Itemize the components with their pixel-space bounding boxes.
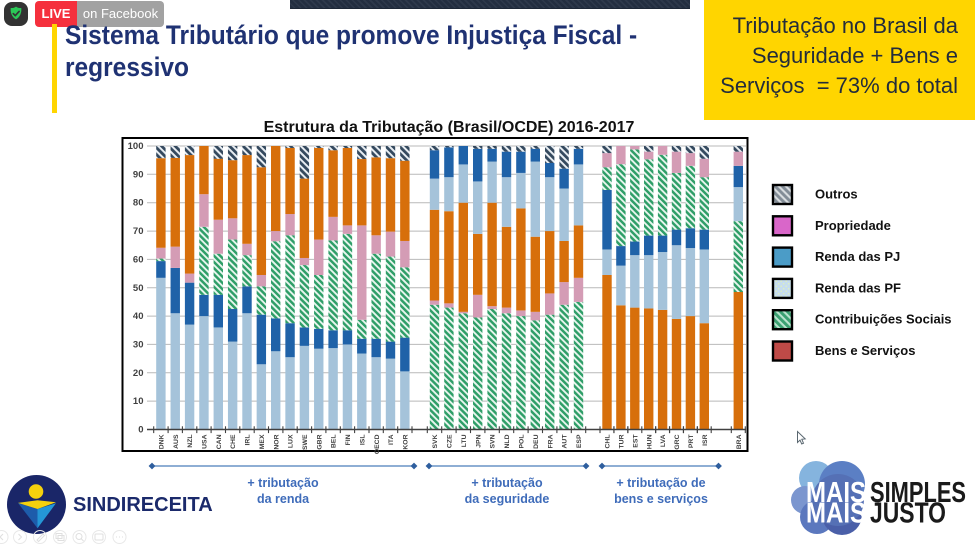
svg-text:IRL: IRL [245,435,252,446]
svg-text:60: 60 [133,254,144,265]
svg-text:SWE: SWE [302,434,309,450]
svg-text:NLD: NLD [504,434,511,448]
svg-text:+ tributação: + tributação [247,476,319,490]
svg-text:100: 100 [128,141,144,152]
svg-text:PRT: PRT [688,434,695,448]
svg-text:AUT: AUT [562,434,569,449]
svg-text:80: 80 [133,198,144,209]
svg-text:JPN: JPN [475,434,482,447]
svg-text:+ tributação de: + tributação de [616,476,705,490]
svg-text:Renda das PF: Renda das PF [815,280,901,295]
svg-text:BRA: BRA [736,434,743,449]
svg-text:20: 20 [133,368,144,379]
svg-text:JUSTO: JUSTO [870,498,946,530]
svg-text:50: 50 [133,283,144,294]
svg-text:USA: USA [202,434,209,448]
svg-text:10: 10 [133,396,144,407]
svg-text:Bens e Serviços: Bens e Serviços [815,343,915,358]
svg-text:+ tributação: + tributação [471,476,543,490]
svg-text:AUS: AUS [173,434,180,449]
svg-text:ESP: ESP [576,434,583,448]
svg-text:CHL: CHL [605,435,612,449]
svg-text:SVN: SVN [490,434,497,448]
svg-text:FRA: FRA [547,434,554,448]
svg-text:GRC: GRC [674,434,681,449]
svg-text:CAN: CAN [216,434,223,449]
svg-text:FIN: FIN [345,434,352,445]
svg-text:CHE: CHE [230,434,237,449]
svg-text:OECD: OECD [374,434,381,454]
svg-text:LTU: LTU [461,434,468,447]
svg-text:90: 90 [133,169,144,180]
svg-text:BEL: BEL [331,435,338,449]
svg-text:SINDIRECEITA: SINDIRECEITA [73,494,213,516]
svg-text:NOR: NOR [273,434,280,449]
svg-text:CZE: CZE [447,434,454,448]
svg-text:70: 70 [133,226,144,237]
svg-text:Estrutura da Tributação (Brasi: Estrutura da Tributação (Brasil/OCDE) 20… [264,119,635,136]
svg-text:da seguridade: da seguridade [465,492,550,506]
svg-text:EST: EST [632,434,639,448]
svg-text:Contribuições Sociais: Contribuições Sociais [815,312,952,327]
svg-text:SVK: SVK [432,434,439,448]
svg-text:DEU: DEU [533,434,540,448]
svg-text:GBR: GBR [316,434,323,449]
svg-text:KOR: KOR [403,434,410,449]
svg-text:NZL: NZL [187,435,194,448]
svg-text:Propriedade: Propriedade [815,218,891,233]
svg-text:40: 40 [133,311,144,322]
svg-text:MEX: MEX [259,434,266,449]
svg-text:SIMPLES: SIMPLES [870,477,966,509]
svg-text:Renda das PJ: Renda das PJ [815,249,900,264]
svg-text:bens e serviços: bens e serviços [614,492,708,506]
svg-text:POL: POL [519,435,526,449]
svg-text:LUX: LUX [288,434,295,448]
svg-text:ISL: ISL [359,435,366,446]
svg-text:ISR: ISR [702,434,709,445]
svg-text:MAIS: MAIS [806,498,866,530]
svg-text:ITA: ITA [388,434,395,445]
svg-text:HUN: HUN [646,434,653,449]
svg-text:MAIS: MAIS [806,477,866,509]
svg-text:TUR: TUR [619,434,626,448]
svg-text:LVA: LVA [660,434,667,447]
svg-text:30: 30 [133,339,144,350]
svg-text:DNK: DNK [159,434,166,449]
svg-text:da renda: da renda [257,492,310,506]
svg-text:Outros: Outros [815,187,858,202]
svg-text:0: 0 [138,425,143,436]
